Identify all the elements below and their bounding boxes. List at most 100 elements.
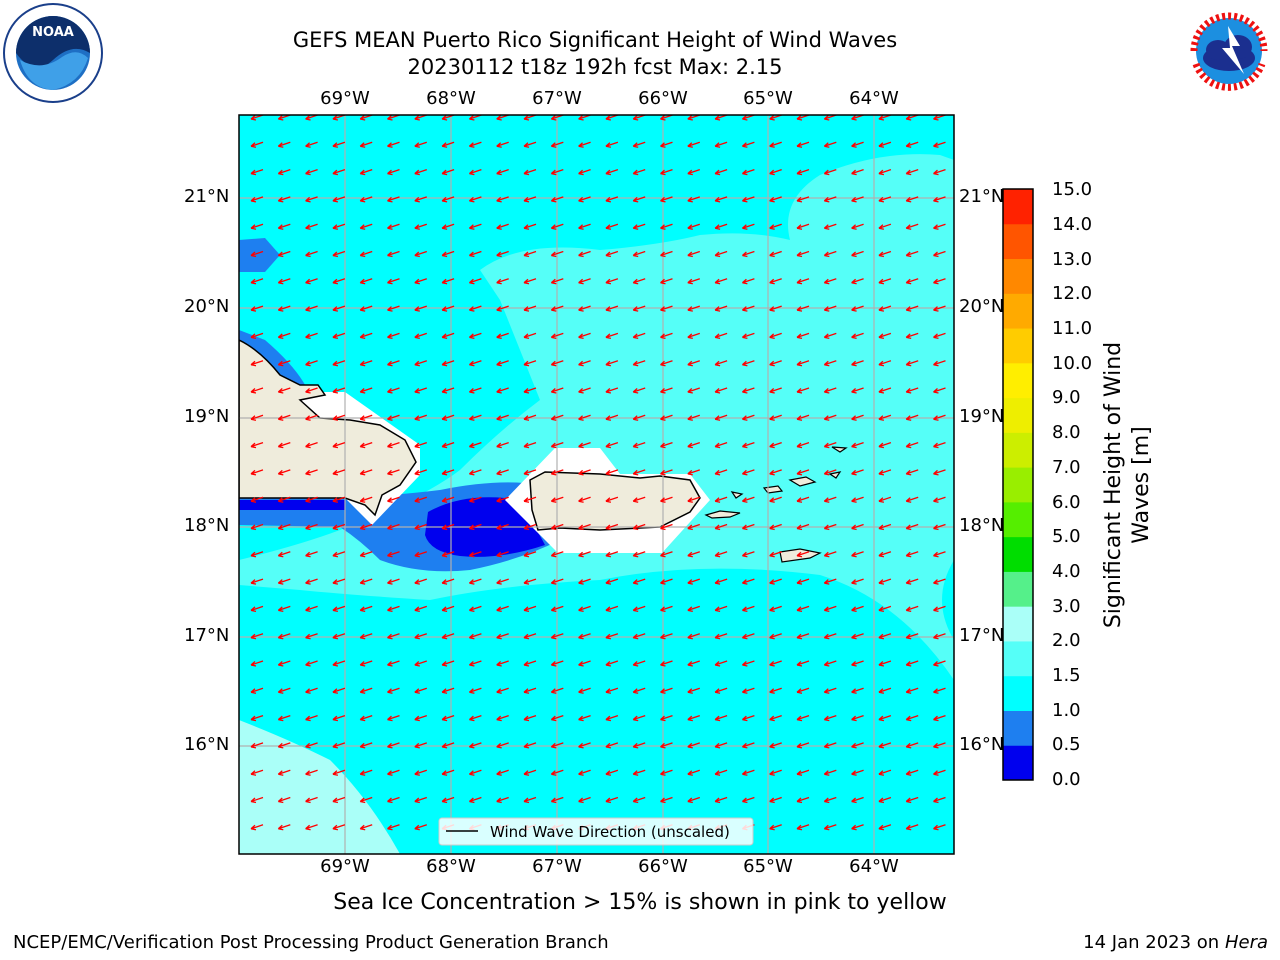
wind-wave-arrow (250, 387, 264, 394)
wind-wave-arrow (305, 687, 318, 694)
wind-wave-arrow (496, 633, 509, 640)
wind-wave-arrow (823, 414, 837, 421)
wind-wave-arrow (332, 605, 346, 613)
lat-tick-left-3: 18°N (184, 515, 230, 536)
wind-wave-arrow (387, 387, 400, 394)
wind-wave-arrow (605, 141, 619, 148)
wind-wave-arrow (796, 496, 810, 503)
wind-wave-arrow (359, 496, 373, 503)
wind-wave-arrow (387, 469, 400, 476)
wind-wave-arrow (851, 250, 864, 258)
wind-wave-arrow (414, 414, 428, 421)
wind-wave-arrow (441, 250, 455, 258)
wind-wave-arrow (250, 824, 264, 831)
wind-wave-arrow (305, 742, 318, 749)
wind-wave-arrow (277, 523, 291, 531)
wind-wave-arrow (605, 523, 619, 531)
wind-wave-arrow (741, 387, 755, 394)
wind-wave-arrow (905, 824, 919, 831)
wind-wave-arrow (632, 660, 646, 667)
wind-wave-arrow (359, 141, 373, 148)
cbar-tick-16: 0.5 (1052, 734, 1081, 755)
wind-wave-arrow (769, 633, 782, 640)
wind-wave-arrow (578, 441, 591, 449)
wind-wave-arrow (905, 278, 919, 285)
wave-zone-0-5m-north (239, 238, 280, 272)
wind-wave-arrow (769, 742, 782, 749)
wind-wave-arrow (660, 196, 673, 203)
wind-wave-arrow (933, 441, 946, 449)
wind-wave-arrow (823, 469, 837, 476)
wind-wave-arrow (359, 223, 373, 230)
wind-wave-arrow (523, 469, 537, 476)
wind-wave-arrow (660, 469, 673, 476)
wind-wave-arrow (387, 714, 400, 722)
wind-wave-arrow (414, 223, 428, 230)
wind-wave-arrow (550, 633, 564, 640)
wind-wave-arrow (769, 605, 782, 613)
wind-wave-arrow (878, 687, 892, 694)
wind-wave-arrow (878, 469, 892, 476)
wind-wave-arrow (387, 824, 400, 831)
lon-tick-bottom-4: 65°W (743, 856, 793, 877)
wind-wave-arrow (250, 250, 264, 258)
wind-wave-arrow (605, 223, 619, 230)
wind-wave-arrow (250, 168, 264, 176)
wind-wave-arrow (605, 332, 619, 340)
wind-wave-arrow (796, 469, 810, 476)
wind-wave-arrow (387, 551, 400, 558)
wind-wave-arrow (933, 414, 946, 421)
wind-wave-arrow (605, 633, 619, 640)
lon-tick-top-1: 68°W (426, 88, 476, 109)
wind-wave-arrow (414, 141, 428, 148)
wind-wave-arrow (305, 441, 318, 449)
wind-wave-arrow (468, 441, 482, 449)
wind-wave-arrow (741, 523, 755, 531)
colorbar-ticks: 15.0 14.0 13.0 12.0 11.0 10.0 9.0 8.0 7.… (1042, 178, 1102, 798)
wind-wave-arrow (441, 660, 455, 667)
wind-wave-arrow (632, 496, 646, 503)
wind-wave-arrow (714, 250, 728, 258)
wind-wave-arrow (523, 496, 537, 503)
wind-wave-arrow (250, 687, 264, 694)
wind-wave-arrow (905, 687, 919, 694)
wind-wave-arrow (660, 660, 673, 667)
wind-wave-arrow (305, 824, 318, 831)
wind-wave-arrow (414, 441, 428, 449)
wind-wave-arrow (332, 305, 346, 312)
wind-wave-arrow (769, 578, 782, 585)
wind-wave-arrow (414, 305, 428, 312)
lat-tick-left-0: 21°N (184, 186, 230, 207)
wind-wave-arrow (387, 196, 400, 203)
wind-wave-arrow (250, 660, 264, 667)
wind-wave-arrow (578, 551, 591, 558)
wind-wave-arrow (250, 278, 264, 285)
wind-wave-arrow (660, 414, 673, 421)
wind-wave-arrow (359, 196, 373, 203)
lat-tick-right-0: 21°N (959, 186, 1005, 207)
wind-wave-arrow (550, 414, 564, 421)
wind-wave-arrow (851, 796, 864, 804)
wind-wave-arrow (523, 387, 537, 394)
wind-wave-arrow (496, 469, 509, 476)
wind-wave-arrow (414, 633, 428, 640)
wind-wave-arrow (714, 714, 728, 722)
wind-wave-arrow (550, 441, 564, 449)
wind-wave-arrow (305, 605, 318, 613)
wind-wave-arrow (632, 414, 646, 421)
wind-wave-arrow (468, 469, 482, 476)
wind-wave-arrow (605, 441, 619, 449)
colorbar-segment (1003, 328, 1033, 364)
wind-wave-arrow (250, 223, 264, 230)
wind-wave-arrow (687, 714, 701, 722)
wind-wave-arrow (660, 305, 673, 312)
wind-wave-arrow (496, 660, 509, 667)
wind-wave-arrow (578, 714, 591, 722)
wind-wave-arrow (250, 578, 264, 585)
wind-wave-arrow (905, 796, 919, 804)
wind-wave-arrow (550, 360, 564, 367)
wind-wave-arrow (660, 387, 673, 394)
wind-wave-arrow (933, 769, 946, 776)
wind-wave-arrow (632, 769, 646, 776)
wind-wave-arrow (468, 578, 482, 585)
